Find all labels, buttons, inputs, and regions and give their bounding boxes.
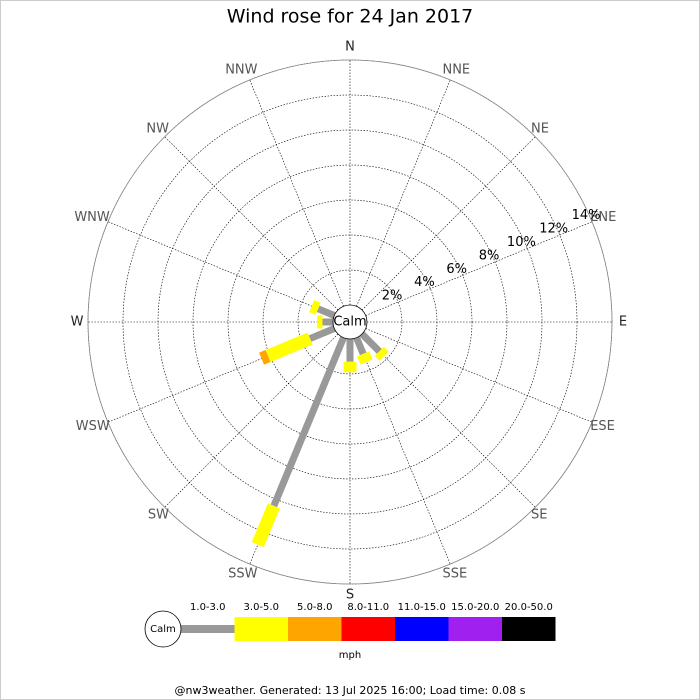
legend-swatch bbox=[181, 625, 235, 633]
legend-swatch bbox=[288, 617, 342, 641]
wind-bar bbox=[316, 305, 336, 319]
legend-calm-circle bbox=[144, 610, 182, 648]
r-tick-label: 10% bbox=[507, 235, 536, 250]
direction-label: NW bbox=[146, 121, 169, 136]
legend-swatch bbox=[448, 617, 502, 641]
spoke bbox=[365, 221, 593, 316]
legend-label: 5.0-8.0 bbox=[297, 602, 332, 613]
wind-bar bbox=[374, 346, 389, 361]
spoke bbox=[164, 333, 339, 508]
direction-label: SSW bbox=[228, 567, 258, 582]
direction-label: NE bbox=[531, 121, 549, 136]
direction-label: W bbox=[71, 315, 84, 330]
direction-label: WNW bbox=[74, 210, 110, 225]
spoke bbox=[107, 328, 335, 423]
ring bbox=[297, 269, 403, 375]
r-tick-label: 4% bbox=[414, 275, 435, 290]
spoke bbox=[356, 337, 451, 565]
wind-bar bbox=[308, 325, 336, 342]
direction-label: N bbox=[345, 40, 355, 55]
r-tick-label: 2% bbox=[382, 289, 403, 304]
direction-label: SE bbox=[531, 508, 547, 523]
wind-bar bbox=[309, 300, 321, 315]
legend-label: 11.0-15.0 bbox=[398, 602, 446, 613]
wind-bar bbox=[259, 349, 271, 365]
r-tick-label: 6% bbox=[446, 262, 467, 277]
legend: 1.0-3.0 3.0-5.0 5.0-8.0 8.0-11.0 11.0-15.0 15… bbox=[144, 602, 556, 661]
direction-label: SSE bbox=[442, 567, 467, 582]
direction-label: S bbox=[346, 588, 354, 603]
wind-bar bbox=[265, 332, 313, 362]
legend-label: 15.0-20.0 bbox=[451, 602, 499, 613]
r-tick-label: 14% bbox=[572, 208, 601, 223]
wind-bar bbox=[357, 351, 373, 365]
legend-calm-label: Calm bbox=[150, 624, 176, 635]
spoke bbox=[365, 328, 593, 423]
spoke bbox=[164, 136, 339, 311]
spoke bbox=[107, 221, 335, 316]
legend-swatch bbox=[395, 617, 449, 641]
direction-label: SW bbox=[148, 508, 169, 523]
wind-bar bbox=[353, 336, 367, 356]
direction-label: ENE bbox=[590, 210, 616, 225]
r-tick-label: 12% bbox=[539, 222, 568, 237]
legend-swatch bbox=[341, 617, 395, 641]
direction-label: NNW bbox=[225, 62, 257, 77]
direction-label: ESE bbox=[590, 419, 615, 434]
spoke bbox=[361, 136, 536, 311]
legend-label: 1.0-3.0 bbox=[190, 602, 225, 613]
rose: N NNE NE ENE E ESE SE SSE S SSW SW WSW W WNW NW NNW 2% 4%… bbox=[71, 40, 628, 603]
spoke bbox=[249, 79, 344, 307]
spoke bbox=[361, 333, 536, 508]
spoke bbox=[356, 79, 451, 307]
r-tick-label: 8% bbox=[479, 248, 500, 263]
legend-unit: mph bbox=[339, 650, 361, 661]
footer: @nw3weather. Generated: 13 Jul 2025 16:0… bbox=[175, 684, 526, 697]
wind-bar bbox=[359, 331, 382, 354]
direction-label: WSW bbox=[76, 419, 110, 434]
legend-label: 8.0-11.0 bbox=[347, 602, 389, 613]
chart-title: Wind rose for 24 Jan 2017 bbox=[227, 6, 474, 28]
wind-bar bbox=[270, 336, 347, 508]
outer-ring bbox=[87, 59, 613, 585]
direction-label: E bbox=[619, 315, 627, 330]
legend-label: 3.0-5.0 bbox=[244, 602, 279, 613]
direction-label: NNE bbox=[442, 62, 470, 77]
legend-swatch bbox=[234, 617, 288, 641]
calm-label: Calm bbox=[333, 315, 366, 330]
legend-swatch bbox=[502, 617, 556, 641]
wind-bar bbox=[251, 503, 280, 548]
ring bbox=[192, 164, 508, 480]
calm-circle bbox=[332, 304, 368, 340]
legend-label: 20.0-50.0 bbox=[505, 602, 553, 613]
